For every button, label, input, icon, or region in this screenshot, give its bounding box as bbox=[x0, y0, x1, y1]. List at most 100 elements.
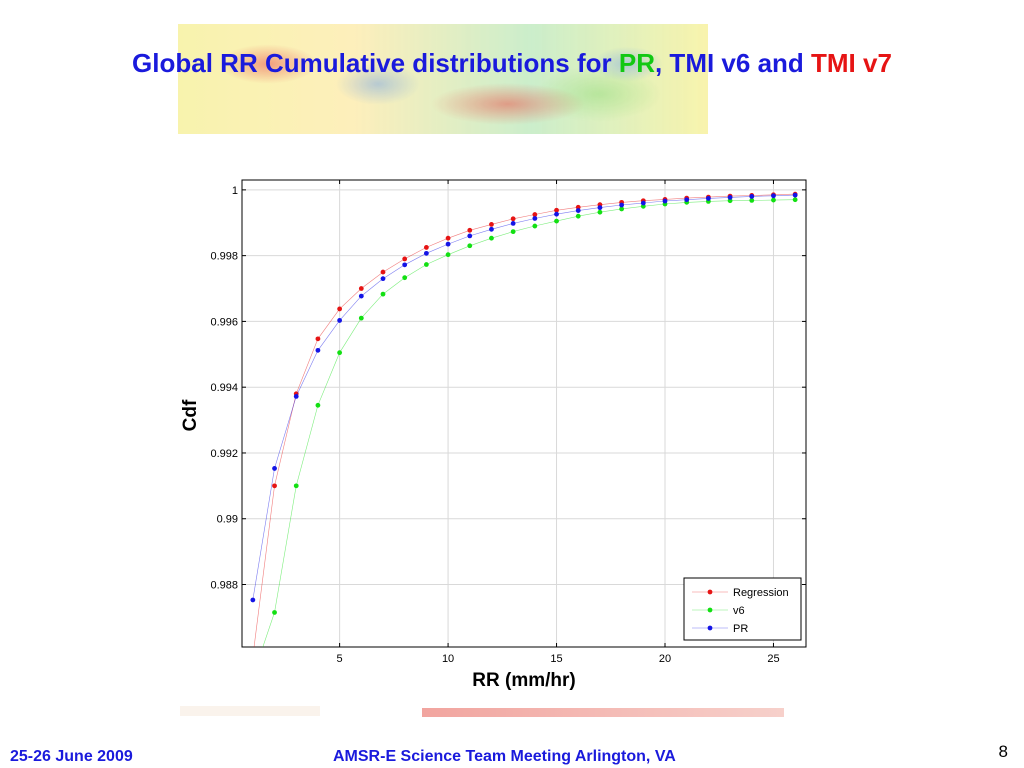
data-point-v6 bbox=[467, 243, 473, 249]
plot-area bbox=[242, 180, 806, 647]
data-point-v6 bbox=[792, 197, 798, 203]
series-line-pr bbox=[252, 194, 796, 601]
legend-label: PR bbox=[733, 623, 748, 635]
data-point-pr bbox=[510, 221, 516, 226]
y-tick-label: 1 bbox=[232, 185, 238, 197]
series-line-v6 bbox=[262, 199, 796, 647]
data-point-v6 bbox=[510, 229, 516, 235]
data-point-pr bbox=[749, 194, 755, 199]
data-point-v6 bbox=[380, 291, 386, 297]
x-tick-label: 5 bbox=[337, 653, 343, 665]
data-point-regression bbox=[532, 212, 538, 217]
data-point-regression bbox=[575, 204, 581, 210]
data-point-regression bbox=[445, 235, 451, 241]
data-point-pr bbox=[792, 192, 798, 198]
data-point-v6 bbox=[358, 315, 364, 321]
data-point-pr bbox=[358, 293, 364, 299]
data-point-v6 bbox=[315, 402, 321, 408]
plot-frame bbox=[241, 179, 807, 648]
data-point-pr bbox=[640, 200, 646, 206]
data-point-pr bbox=[727, 195, 733, 200]
data-point-pr bbox=[597, 205, 603, 211]
data-point-v6 bbox=[619, 206, 625, 212]
data-point-v6 bbox=[640, 203, 646, 209]
title-pr: PR bbox=[618, 48, 655, 78]
page-number: 8 bbox=[998, 742, 1008, 761]
series-line-regression bbox=[253, 193, 796, 647]
legend-label: v6 bbox=[733, 605, 745, 617]
title-tmi-v7: TMI v7 bbox=[811, 48, 892, 78]
data-point-v6 bbox=[771, 197, 776, 203]
title-text-part2: , TMI v6 and bbox=[654, 48, 812, 78]
legend-marker bbox=[707, 589, 713, 595]
x-tick-label: 20 bbox=[659, 653, 671, 665]
data-point-regression bbox=[402, 256, 408, 262]
data-point-pr bbox=[445, 241, 451, 247]
data-point-v6 bbox=[445, 252, 451, 258]
data-point-v6 bbox=[749, 197, 755, 203]
data-point-pr bbox=[250, 597, 256, 603]
data-point-pr bbox=[337, 318, 343, 323]
slide-title: Global RR Cumulative distributions for P… bbox=[0, 48, 1024, 79]
data-point-v6 bbox=[337, 350, 343, 356]
background-map-strip bbox=[422, 708, 784, 717]
data-point-pr bbox=[315, 347, 321, 353]
y-tick-label: 0.998 bbox=[210, 251, 238, 263]
data-point-pr bbox=[619, 202, 625, 208]
legend-box bbox=[683, 577, 802, 641]
x-tick-label: 10 bbox=[442, 653, 454, 665]
data-point-pr bbox=[272, 466, 277, 471]
data-point-pr bbox=[489, 226, 494, 232]
data-point-pr bbox=[705, 196, 711, 201]
data-point-v6 bbox=[293, 483, 299, 489]
data-point-pr bbox=[293, 393, 299, 399]
data-point-pr bbox=[771, 193, 776, 199]
y-axis-label: Cdf bbox=[180, 399, 201, 431]
data-point-v6 bbox=[272, 610, 277, 615]
data-point-regression bbox=[315, 336, 321, 342]
data-point-pr bbox=[532, 216, 538, 221]
background-map-image bbox=[178, 24, 708, 134]
data-point-v6 bbox=[727, 198, 733, 204]
footer-meeting: AMSR-E Science Team Meeting Arlington, V… bbox=[333, 748, 676, 765]
x-axis-label: RR (mm/hr) bbox=[472, 670, 575, 691]
data-point-v6 bbox=[423, 262, 429, 267]
data-point-regression bbox=[423, 245, 429, 250]
x-tick-label: 15 bbox=[550, 653, 562, 665]
data-point-regression bbox=[554, 207, 559, 213]
x-tick-label: 25 bbox=[767, 653, 779, 665]
data-point-regression bbox=[358, 286, 364, 291]
data-point-v6 bbox=[554, 218, 559, 224]
y-tick-label: 0.99 bbox=[217, 514, 238, 526]
data-point-pr bbox=[575, 208, 581, 213]
data-point-regression bbox=[337, 306, 343, 312]
data-point-v6 bbox=[532, 223, 538, 229]
data-point-pr bbox=[684, 197, 690, 203]
y-tick-label: 0.994 bbox=[210, 382, 238, 394]
y-tick-label: 0.996 bbox=[210, 316, 238, 328]
footer-date: 25-26 June 2009 bbox=[10, 748, 133, 765]
data-point-v6 bbox=[402, 275, 408, 281]
data-point-regression bbox=[272, 483, 277, 489]
legend-marker bbox=[707, 625, 713, 631]
y-tick-label: 0.988 bbox=[210, 580, 238, 592]
title-text-part1: Global RR Cumulative distributions for bbox=[132, 48, 619, 78]
data-point-pr bbox=[662, 198, 668, 204]
legend-marker bbox=[707, 607, 713, 613]
legend-label: Regression bbox=[733, 587, 789, 599]
data-point-pr bbox=[467, 233, 473, 239]
data-point-v6 bbox=[575, 213, 581, 219]
data-point-pr bbox=[554, 211, 559, 217]
data-point-v6 bbox=[489, 235, 494, 241]
data-point-regression bbox=[467, 227, 473, 233]
data-point-regression bbox=[380, 269, 386, 275]
data-point-regression bbox=[489, 221, 494, 227]
data-point-pr bbox=[380, 276, 386, 282]
data-point-regression bbox=[510, 216, 516, 222]
data-point-v6 bbox=[597, 209, 603, 215]
data-point-pr bbox=[402, 262, 408, 268]
y-tick-label: 0.992 bbox=[210, 448, 238, 460]
background-map-fragment bbox=[180, 706, 320, 716]
data-point-pr bbox=[423, 250, 429, 256]
